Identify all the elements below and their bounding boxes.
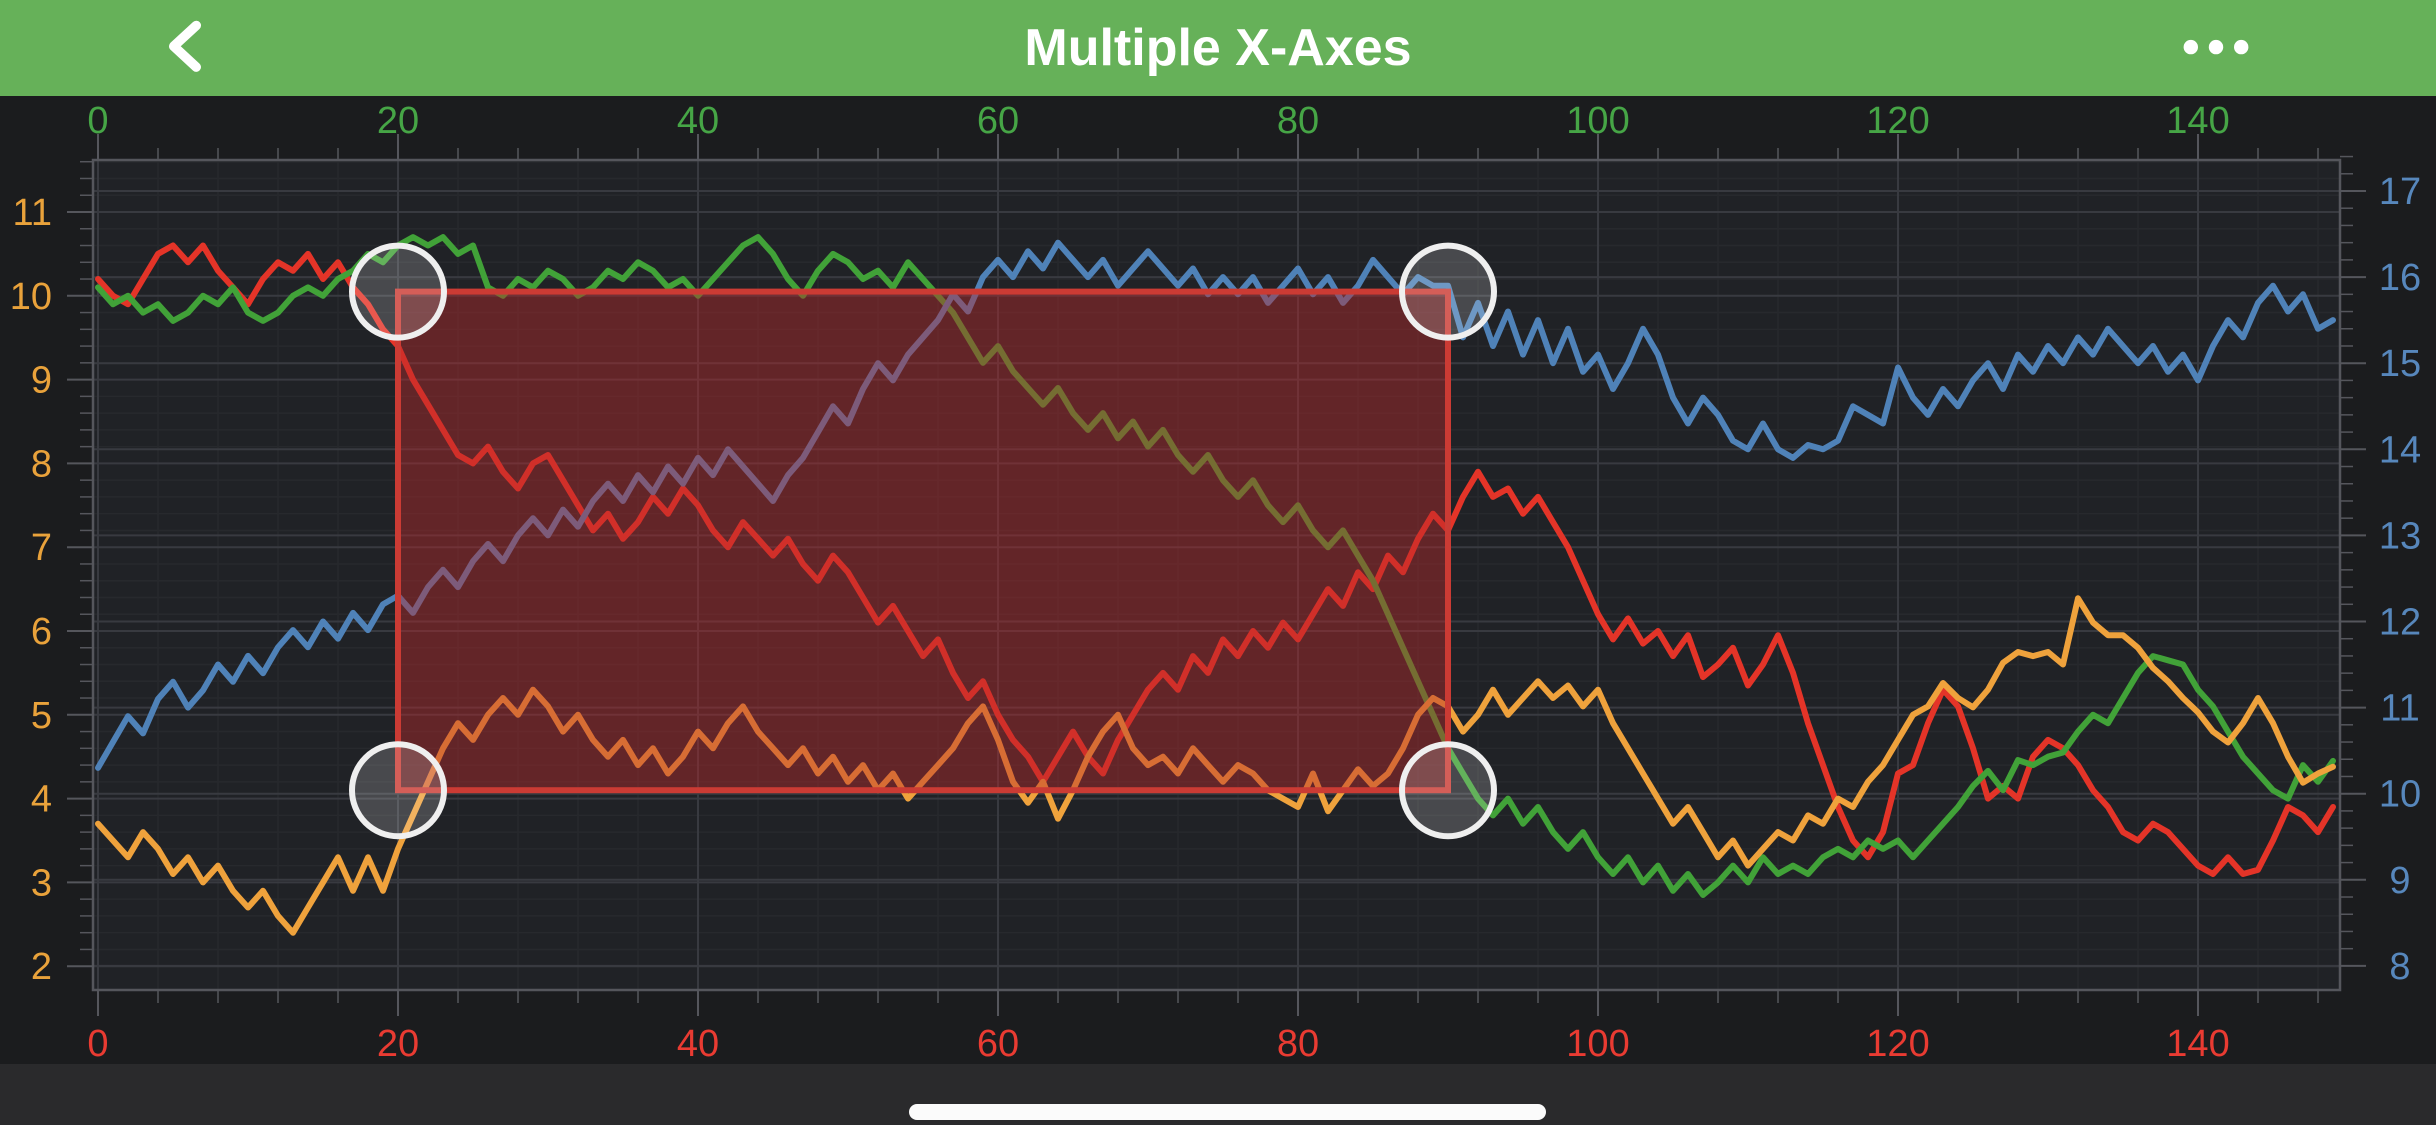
y-left-tick-label: 6 [31, 611, 52, 653]
y-left-tick-label: 2 [31, 946, 52, 988]
axis-ticks [67, 134, 2366, 1016]
x-top-tick-label: 20 [377, 100, 419, 142]
menu-button[interactable] [2156, 0, 2276, 96]
x-top-tick-label: 80 [1277, 100, 1319, 142]
x-top-tick-label: 0 [87, 100, 108, 142]
y-left-tick-label: 10 [10, 276, 52, 318]
line-series-blue-walk [95, 239, 2336, 771]
ellipsis-icon [2183, 39, 2249, 55]
y-right-tick-label: 17 [2379, 171, 2421, 213]
line-series-orange-walk [95, 595, 2336, 936]
annotation-handle-2[interactable] [349, 741, 447, 840]
annotation-handle-0[interactable] [349, 242, 447, 341]
major-gridlines [93, 160, 2340, 990]
x-bottom-tick-label: 20 [377, 1023, 419, 1065]
nav-bar: Multiple X-Axes [0, 0, 2436, 96]
x-top-tick-label: 100 [1566, 100, 1629, 142]
x-bottom-tick-label: 40 [677, 1023, 719, 1065]
y-left-tick-label: 3 [31, 862, 52, 904]
y-right-tick-label: 16 [2379, 257, 2421, 299]
minor-gridlines [93, 160, 2340, 990]
line-series-green-walk [95, 234, 2336, 898]
x-bottom-tick-label: 80 [1277, 1023, 1319, 1065]
box-annotation[interactable] [349, 242, 1497, 840]
x-bottom-tick-label: 0 [87, 1023, 108, 1065]
x-bottom-tick-label: 100 [1566, 1023, 1629, 1065]
x-bottom-tick-label: 140 [2166, 1023, 2229, 1065]
chart-surface[interactable]: 0 20 40 60 80 100 120 140 0 20 40 60 80 100 120 140 2 3 4 5… [0, 96, 2436, 1125]
y-left-tick-label: 9 [31, 360, 52, 402]
y-right-tick-label: 11 [2380, 688, 2419, 730]
annotation-handle-1[interactable] [1399, 242, 1497, 341]
home-indicator[interactable] [909, 1104, 1546, 1120]
y-left-tick-label: 7 [31, 527, 52, 569]
plot-border [91, 158, 2342, 992]
y-right-tick-label: 13 [2379, 515, 2421, 557]
x-bottom-tick-label: 60 [977, 1023, 1019, 1065]
y-left-tick-label: 11 [13, 192, 52, 234]
y-right-tick-label: 15 [2379, 343, 2421, 385]
x-top-tick-label: 140 [2166, 100, 2229, 142]
axis-labels: 0 20 40 60 80 100 120 140 0 20 40 60 80 100 120 140 2 3 4 5… [10, 100, 2421, 1065]
annotation-rect[interactable] [395, 288, 1451, 794]
x-top-tick-label: 120 [1866, 100, 1929, 142]
x-bottom-tick-label: 120 [1866, 1023, 1929, 1065]
back-button[interactable] [140, 0, 230, 96]
y-right-tick-label: 10 [2379, 774, 2421, 816]
x-top-tick-label: 40 [677, 100, 719, 142]
annotation-handle-3[interactable] [1399, 741, 1497, 840]
y-right-tick-label: 9 [2389, 860, 2410, 902]
chevron-left-icon [168, 20, 202, 72]
y-left-tick-label: 5 [31, 695, 52, 737]
y-left-tick-label: 4 [31, 779, 52, 821]
y-right-tick-label: 12 [2379, 602, 2421, 644]
chart-canvas: 0 20 40 60 80 100 120 140 0 20 40 60 80 100 120 140 2 3 4 5… [0, 96, 2436, 1125]
y-right-tick-label: 8 [2389, 946, 2410, 988]
y-left-tick-label: 8 [31, 443, 52, 485]
page-title: Multiple X-Axes [1024, 19, 1412, 77]
line-series-red-walk [95, 242, 2336, 877]
x-top-tick-label: 60 [977, 100, 1019, 142]
y-right-tick-label: 14 [2379, 429, 2421, 471]
series-layer [95, 234, 2336, 936]
